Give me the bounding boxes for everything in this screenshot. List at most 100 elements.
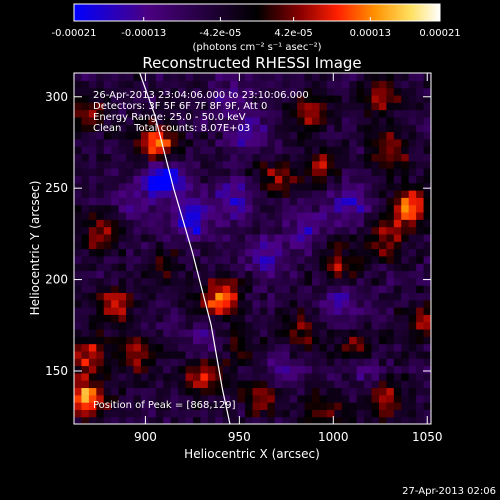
heatmap-pixel (185, 211, 194, 220)
heatmap-pixel (126, 138, 135, 147)
heatmap-pixel (103, 409, 112, 418)
heatmap-pixel (140, 358, 149, 367)
heatmap-pixel (81, 365, 90, 374)
heatmap-pixel (170, 233, 179, 242)
heatmap-pixel (200, 248, 209, 257)
heatmap-pixel (378, 109, 387, 118)
heatmap-pixel (282, 197, 291, 206)
heatmap-pixel (416, 365, 425, 374)
heatmap-pixel (371, 182, 380, 191)
heatmap-pixel (140, 160, 149, 169)
heatmap-pixel (423, 321, 431, 330)
heatmap-pixel (319, 336, 328, 345)
heatmap-pixel (140, 138, 149, 147)
heatmap-pixel (126, 307, 135, 315)
heatmap-pixel (207, 255, 216, 264)
heatmap-pixel (230, 285, 239, 293)
heatmap-pixel (193, 328, 202, 337)
heatmap-pixel (140, 190, 149, 198)
heatmap-pixel (378, 168, 387, 176)
heatmap-pixel (364, 124, 373, 133)
heatmap-pixel (126, 190, 135, 198)
heatmap-pixel (386, 146, 395, 155)
heatmap-pixel (297, 197, 306, 206)
heatmap-pixel (274, 307, 283, 315)
heatmap-pixel (111, 226, 120, 235)
heatmap-pixel (312, 204, 321, 213)
heatmap-pixel (200, 233, 209, 242)
heatmap-pixel (245, 124, 254, 133)
heatmap-pixel (170, 263, 179, 272)
heatmap-pixel (267, 190, 276, 198)
heatmap-pixel (193, 182, 202, 191)
heatmap-pixel (423, 409, 431, 418)
heatmap-pixel (423, 255, 431, 264)
heatmap-pixel (408, 409, 417, 418)
heatmap-pixel (401, 416, 410, 424)
heatmap-pixel (74, 94, 83, 103)
heatmap-pixel (423, 153, 431, 162)
heatmap-pixel (282, 204, 291, 213)
heatmap-pixel (133, 204, 142, 213)
heatmap-pixel (378, 219, 387, 228)
heatmap-pixel (222, 160, 231, 169)
heatmap-pixel (341, 160, 350, 169)
heatmap-pixel (74, 358, 83, 367)
heatmap-pixel (364, 270, 373, 279)
heatmap-pixel (416, 336, 425, 345)
heatmap-pixel (230, 380, 239, 389)
heatmap-pixel (341, 402, 350, 410)
heatmap-pixel (364, 336, 373, 345)
heatmap-pixel (371, 241, 380, 250)
heatmap-pixel (155, 241, 164, 250)
heatmap-pixel (341, 190, 350, 198)
heatmap-pixel (140, 168, 149, 176)
heatmap-pixel (274, 255, 283, 264)
heatmap-pixel (103, 226, 112, 235)
heatmap-pixel (74, 197, 83, 206)
heatmap-pixel (349, 204, 358, 213)
heatmap-pixel (200, 94, 209, 103)
heatmap-pixel (103, 402, 112, 410)
heatmap-pixel (163, 292, 172, 301)
heatmap-pixel (133, 80, 142, 89)
heatmap-pixel (371, 146, 380, 155)
heatmap-pixel (185, 190, 194, 198)
heatmap-pixel (133, 241, 142, 250)
heatmap-pixel (282, 402, 291, 410)
heatmap-pixel (282, 219, 291, 228)
heatmap-pixel (282, 175, 291, 184)
heatmap-pixel (178, 175, 187, 184)
heatmap-pixel (222, 138, 231, 147)
heatmap-pixel (259, 124, 268, 133)
heatmap-pixel (126, 343, 135, 352)
heatmap-pixel (163, 204, 172, 213)
heatmap-pixel (341, 307, 350, 315)
heatmap-pixel (356, 204, 365, 213)
heatmap-pixel (401, 270, 410, 279)
heatmap-pixel (200, 365, 209, 374)
heatmap-pixel (341, 328, 350, 337)
heatmap-pixel (74, 292, 83, 301)
heatmap-pixel (297, 270, 306, 279)
heatmap-pixel (356, 270, 365, 279)
heatmap-pixel (237, 190, 246, 198)
heatmap-pixel (111, 197, 120, 206)
heatmap-pixel (312, 372, 321, 381)
heatmap-pixel (88, 277, 97, 286)
heatmap-pixel (416, 263, 425, 272)
heatmap-pixel (319, 314, 328, 323)
heatmap-pixel (74, 219, 83, 228)
heatmap-pixel (252, 416, 261, 424)
heatmap-pixel (245, 146, 254, 155)
heatmap-pixel (88, 233, 97, 242)
heatmap-pixel (178, 116, 187, 125)
heatmap-pixel (118, 409, 127, 418)
heatmap-pixel (326, 343, 335, 352)
heatmap-pixel (118, 277, 127, 286)
heatmap-pixel (259, 358, 268, 367)
heatmap-pixel (312, 190, 321, 198)
heatmap-pixel (341, 394, 350, 403)
heatmap-pixel (163, 336, 172, 345)
heatmap-pixel (393, 321, 402, 330)
